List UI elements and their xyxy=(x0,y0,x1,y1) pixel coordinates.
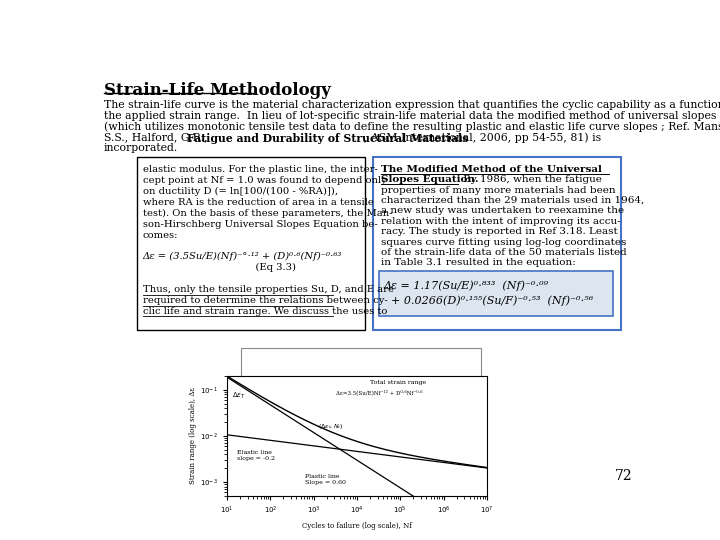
Text: son-Hirschberg Universal Slopes Equation be-: son-Hirschberg Universal Slopes Equation… xyxy=(143,220,377,228)
FancyBboxPatch shape xyxy=(379,271,613,316)
Y-axis label: Strain range (log scale), Δε: Strain range (log scale), Δε xyxy=(189,388,197,484)
Text: Thus, only the tensile properties Su, D, and E are: Thus, only the tensile properties Su, D,… xyxy=(143,285,394,294)
Text: (which utilizes monotonic tensile test data to define the resulting plastic and : (which utilizes monotonic tensile test d… xyxy=(104,122,720,132)
Text: 72: 72 xyxy=(615,469,632,483)
Text: By 1986, when the fatigue: By 1986, when the fatigue xyxy=(459,176,601,184)
Text: incorporated.: incorporated. xyxy=(104,143,179,153)
Text: The Modified Method of the Universal: The Modified Method of the Universal xyxy=(381,165,601,174)
Text: (Eq 3.3): (Eq 3.3) xyxy=(143,264,296,273)
Text: The strain-life curve is the material characterization expression that quantifie: The strain-life curve is the material ch… xyxy=(104,100,720,110)
Text: relation with the intent of improving its accu-: relation with the intent of improving it… xyxy=(381,217,620,226)
Text: characterized than the 29 materials used in 1964,: characterized than the 29 materials used… xyxy=(381,196,644,205)
Text: S.S., Halford, G.R.,: S.S., Halford, G.R., xyxy=(104,132,211,143)
FancyBboxPatch shape xyxy=(373,157,621,330)
Text: properties of many more materials had been: properties of many more materials had be… xyxy=(381,186,616,195)
Text: a new study was undertaken to reexamine the: a new study was undertaken to reexamine … xyxy=(381,206,624,215)
Text: Slopes Equation.: Slopes Equation. xyxy=(381,176,478,184)
Text: elastic modulus. For the plastic line, the inter-: elastic modulus. For the plastic line, t… xyxy=(143,165,377,174)
Text: $\Delta\varepsilon_T$: $\Delta\varepsilon_T$ xyxy=(232,390,246,401)
Text: Δε=3.5(Su/E)Nf⁻¹² + D⁰⋅⁶Nf⁻⁰⋅⁶: Δε=3.5(Su/E)Nf⁻¹² + D⁰⋅⁶Nf⁻⁰⋅⁶ xyxy=(336,389,423,395)
Text: Total strain range: Total strain range xyxy=(370,380,426,386)
Text: clic life and strain range. We discuss the uses to: clic life and strain range. We discuss t… xyxy=(143,307,387,316)
FancyBboxPatch shape xyxy=(137,157,365,330)
Text: Strain-Life Methodology: Strain-Life Methodology xyxy=(104,82,330,99)
Text: $(\Delta\varepsilon_t, N_t)$: $(\Delta\varepsilon_t, N_t)$ xyxy=(318,422,343,430)
Text: cept point at Nf = 1.0 was found to depend only: cept point at Nf = 1.0 was found to depe… xyxy=(143,176,387,185)
Text: of the strain-life data of the 50 materials listed: of the strain-life data of the 50 materi… xyxy=(381,248,626,257)
Text: Elastic line
slope = -0.2: Elastic line slope = -0.2 xyxy=(238,450,276,461)
Text: squares curve fitting using log-log coordinates: squares curve fitting using log-log coor… xyxy=(381,238,626,247)
FancyBboxPatch shape xyxy=(241,348,482,462)
Text: , ASM International, 2006, pp 54-55, 81) is: , ASM International, 2006, pp 54-55, 81)… xyxy=(364,132,600,143)
Text: Δε = 1.17(Su/E)⁰⋅⁸³³  (Nf)⁻⁰⋅⁰⁹: Δε = 1.17(Su/E)⁰⋅⁸³³ (Nf)⁻⁰⋅⁰⁹ xyxy=(384,280,549,291)
Text: on ductility D (= ln[100/(100 - %RA)]),: on ductility D (= ln[100/(100 - %RA)]), xyxy=(143,187,338,196)
Text: + 0.0266(D)⁰⋅¹⁵⁵(Su/F)⁻⁰⋅⁵³  (Nf)⁻⁰⋅⁵⁶: + 0.0266(D)⁰⋅¹⁵⁵(Su/F)⁻⁰⋅⁵³ (Nf)⁻⁰⋅⁵⁶ xyxy=(384,296,593,306)
Text: Δε = (3.5Su/E)(Nf)⁻°⋅¹² + (D)⁰⋅⁶(Nf)⁻⁰⋅⁶³: Δε = (3.5Su/E)(Nf)⁻°⋅¹² + (D)⁰⋅⁶(Nf)⁻⁰⋅⁶… xyxy=(143,252,342,261)
Text: in Table 3.1 resulted in the equation:: in Table 3.1 resulted in the equation: xyxy=(381,259,575,267)
Text: racy. The study is reported in Ref 3.18. Least: racy. The study is reported in Ref 3.18.… xyxy=(381,227,617,237)
Text: comes:: comes: xyxy=(143,231,179,240)
Text: where RA is the reduction of area in a tensile: where RA is the reduction of area in a t… xyxy=(143,198,374,207)
Text: required to determine the relations between cy-: required to determine the relations betw… xyxy=(143,296,387,305)
Text: the applied strain range.  In lieu of lot-specific strain-life material data the: the applied strain range. In lieu of lot… xyxy=(104,111,716,121)
Text: test). On the basis of these parameters, the Man-: test). On the basis of these parameters,… xyxy=(143,208,392,218)
Text: Fatigue and Durability of Structural Materials: Fatigue and Durability of Structural Mat… xyxy=(187,132,469,144)
Text: Plastic line
Slope = 0.60: Plastic line Slope = 0.60 xyxy=(305,474,346,485)
X-axis label: Cycles to failure (log scale), Nf: Cycles to failure (log scale), Nf xyxy=(302,522,412,530)
